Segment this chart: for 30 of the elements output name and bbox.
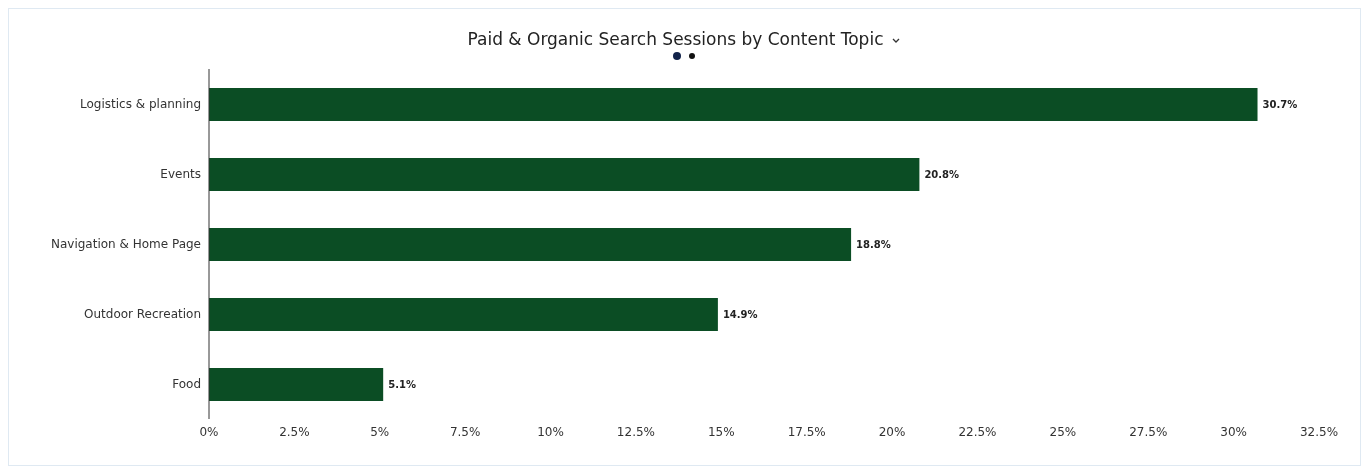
data-label: 30.7%	[1262, 99, 1298, 111]
x-tick-label: 17.5%	[787, 424, 826, 439]
bar	[209, 228, 852, 261]
x-tick-label: 25%	[1049, 424, 1077, 439]
x-tick-label: 30%	[1220, 424, 1247, 439]
bar	[209, 298, 718, 331]
x-tick-label: 5%	[370, 424, 390, 439]
x-tick-label: 20%	[878, 424, 906, 439]
x-tick-label: 32.5%	[1299, 424, 1339, 439]
y-tick-label: Food	[172, 377, 201, 392]
x-tick-label: 2.5%	[279, 424, 310, 439]
y-tick-label: Outdoor Recreation	[84, 307, 201, 322]
bar	[209, 88, 1258, 121]
x-tick-label: 12.5%	[616, 424, 655, 439]
data-label: 18.8%	[856, 239, 891, 251]
x-tick-label: 27.5%	[1129, 424, 1168, 439]
y-tick-label: Events	[160, 167, 201, 182]
x-tick-label: 7.5%	[449, 424, 481, 439]
bar	[209, 158, 920, 191]
y-tick-label: Logistics & planning	[80, 97, 201, 112]
data-label: 20.8%	[924, 169, 960, 181]
data-label: 5.1%	[388, 379, 416, 391]
x-tick-label: 22.5%	[958, 424, 997, 439]
chart-title: Paid & Organic Search Sessions by Content Topic	[467, 29, 884, 49]
x-tick-label: 10%	[537, 424, 564, 439]
x-tick-label: 0%	[199, 424, 219, 439]
x-tick-label: 15%	[707, 424, 735, 439]
bar	[209, 368, 384, 401]
y-tick-label: Navigation & Home Page	[50, 237, 201, 252]
data-label: 14.9%	[722, 309, 758, 321]
